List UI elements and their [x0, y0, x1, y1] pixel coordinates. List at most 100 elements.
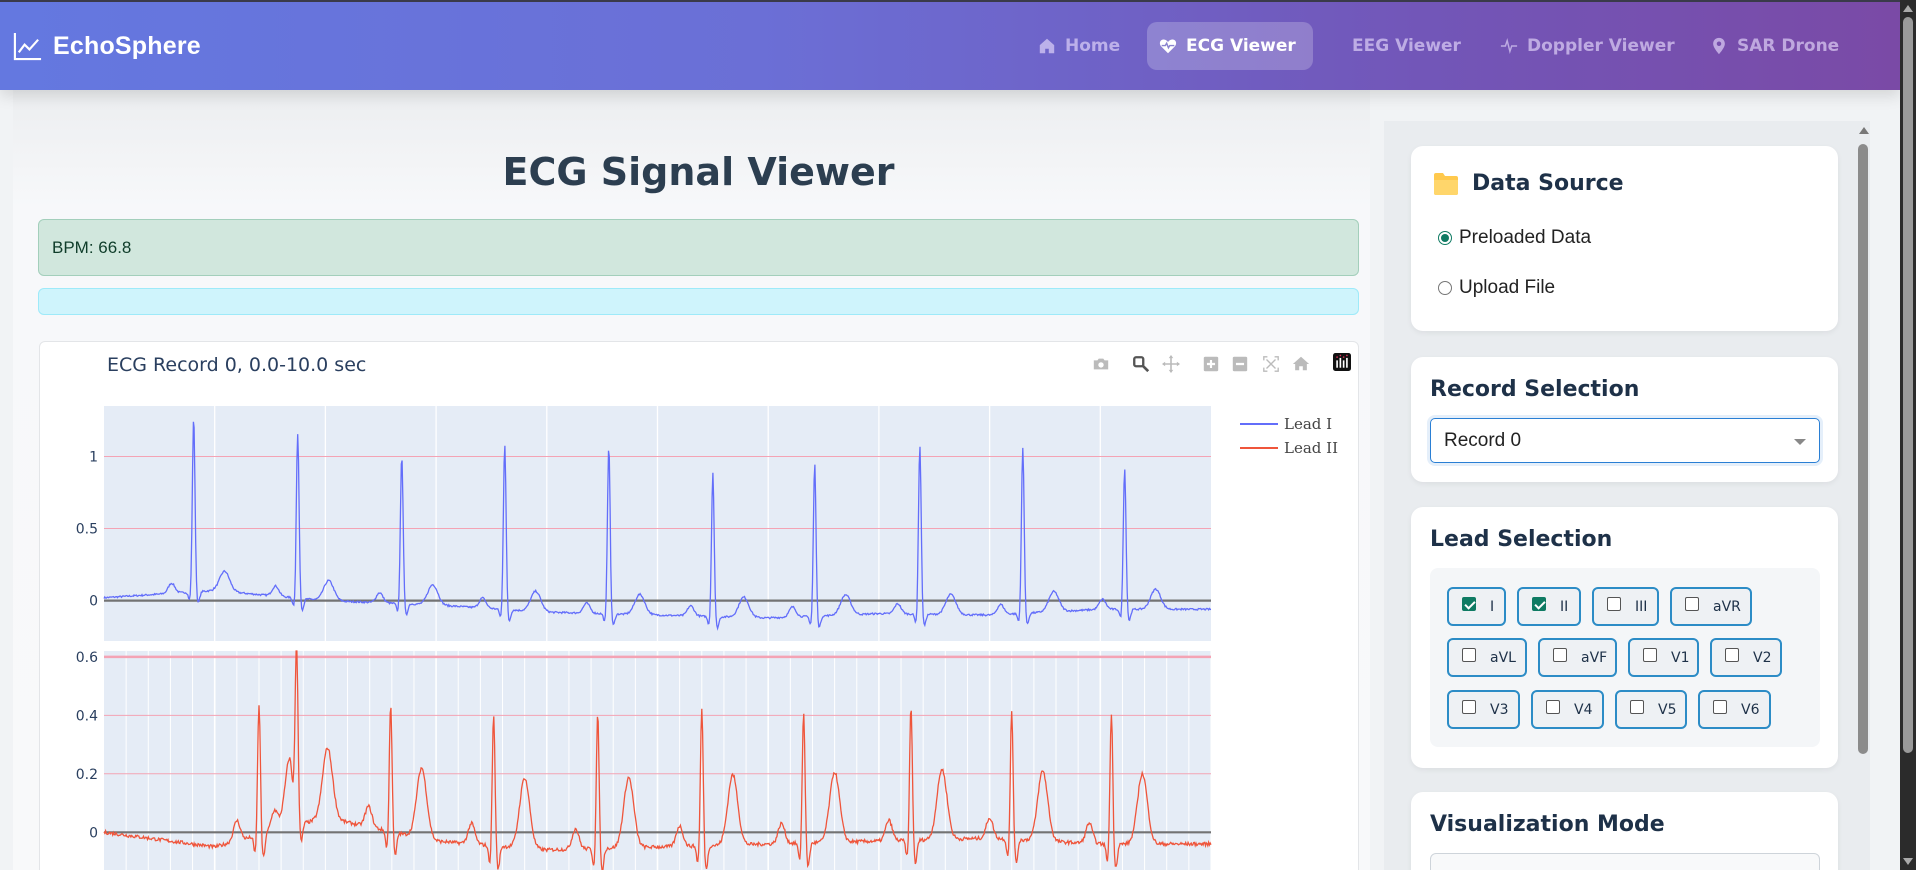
ecg-plot-area[interactable]: 0 0.5 1 0 0.2 0.4 0.6	[40, 342, 1359, 870]
lead-chip-avl[interactable]: aVL	[1447, 638, 1527, 677]
checkbox[interactable]	[1713, 699, 1727, 714]
lead-label: aVL	[1490, 649, 1516, 666]
lead-chip-iii[interactable]: III	[1592, 587, 1659, 626]
chart-title: ECG Record 0, 0.0-10.0 sec	[107, 354, 367, 376]
plotly-logo-icon[interactable]	[1331, 351, 1353, 373]
lead-chip-avr[interactable]: aVR	[1670, 587, 1752, 626]
y-tick-label: 0.2	[76, 767, 98, 783]
y-tick-label: 0.6	[76, 650, 98, 666]
checkbox-checked[interactable]	[1532, 596, 1546, 611]
pan-icon[interactable]	[1161, 354, 1181, 374]
data-source-card: Data Source Preloaded Data Upload File	[1411, 146, 1838, 331]
record-select[interactable]: Record 0	[1430, 418, 1820, 463]
nav-home[interactable]: Home	[1026, 22, 1132, 70]
radio-label: Upload File	[1459, 277, 1556, 298]
visualization-mode-options[interactable]	[1430, 853, 1820, 870]
lead-label: II	[1560, 598, 1569, 615]
bpm-alert: BPM: 66.8	[38, 219, 1359, 276]
lead-label: V2	[1753, 649, 1772, 666]
checkbox[interactable]	[1607, 596, 1621, 611]
brand-name: EchoSphere	[53, 31, 201, 60]
radio-upload-file[interactable]: Upload File	[1438, 277, 1555, 299]
checkbox[interactable]	[1462, 699, 1476, 714]
nav-sar-label: SAR Drone	[1737, 36, 1840, 56]
radio-button[interactable]	[1438, 281, 1452, 295]
lead-label: V4	[1574, 701, 1593, 718]
radio-label: Preloaded Data	[1459, 227, 1592, 248]
y-tick-label: 0	[89, 825, 98, 841]
lead-chip-i[interactable]: I	[1447, 587, 1506, 626]
ecg-trace-lead-i	[103, 421, 1212, 631]
legend-label: Lead I	[1284, 415, 1333, 433]
zoom-in-icon[interactable]	[1201, 354, 1221, 374]
reset-axes-icon[interactable]	[1291, 354, 1311, 374]
legend-swatch	[1240, 423, 1278, 425]
chart-legend: Lead I Lead II	[1240, 412, 1338, 460]
radio-preloaded-data[interactable]: Preloaded Data	[1438, 227, 1591, 249]
lead-chip-v3[interactable]: V3	[1447, 690, 1520, 729]
window-scroll-thumb[interactable]	[1903, 17, 1913, 753]
lead-chip-avf[interactable]: aVF	[1538, 638, 1617, 677]
lead-chip-v6[interactable]: V6	[1698, 690, 1771, 729]
zoom-icon[interactable]	[1131, 354, 1151, 374]
zoom-out-icon[interactable]	[1230, 354, 1250, 374]
y-tick-label: 1	[89, 449, 98, 465]
nav-ecg-viewer[interactable]: ECG Viewer	[1147, 22, 1313, 70]
checkbox[interactable]	[1462, 647, 1476, 662]
sidebar-scroll-up-icon[interactable]	[1859, 127, 1869, 134]
lead-chip-v4[interactable]: V4	[1531, 690, 1604, 729]
nav-sar-drone[interactable]: SAR Drone	[1698, 22, 1851, 70]
lead-label: I	[1490, 598, 1495, 615]
info-alert	[38, 288, 1359, 315]
brand[interactable]: EchoSphere	[12, 30, 201, 62]
lead-label: V6	[1741, 701, 1760, 718]
checkbox[interactable]	[1643, 647, 1657, 662]
checkbox[interactable]	[1553, 647, 1567, 662]
window-top-border	[0, 0, 1916, 2]
lead-chip-v1[interactable]: V1	[1628, 638, 1699, 677]
scroll-down-icon[interactable]	[1903, 858, 1913, 865]
camera-icon[interactable]	[1091, 354, 1111, 374]
checkbox[interactable]	[1630, 699, 1644, 714]
lead-chip-ii[interactable]: II	[1517, 587, 1581, 626]
legend-label: Lead II	[1284, 439, 1339, 457]
lead-selection-card: Lead Selection I II III aVR aVL aVF V1 V…	[1411, 507, 1838, 768]
nav-ecg-label: ECG Viewer	[1186, 36, 1296, 56]
nav-doppler-viewer[interactable]: Doppler Viewer	[1488, 22, 1687, 70]
nav-eeg-viewer[interactable]: EEG Viewer	[1340, 22, 1473, 70]
scroll-up-icon[interactable]	[1903, 5, 1913, 12]
lead-chip-v5[interactable]: V5	[1615, 690, 1687, 729]
record-select-value: Record 0	[1444, 429, 1522, 451]
home-icon	[1039, 38, 1055, 54]
lead-chip-v2[interactable]: V2	[1710, 638, 1782, 677]
ecg-chart[interactable]: 0 0.5 1 0 0.2 0.4 0.6 ECG Record 0, 0.0-10.0 s…	[39, 341, 1359, 870]
sidebar-scroll-thumb[interactable]	[1858, 144, 1868, 754]
checkbox[interactable]	[1685, 596, 1699, 611]
visualization-mode-card: Visualization Mode	[1411, 792, 1838, 870]
lead-label: V3	[1490, 701, 1509, 718]
autoscale-icon[interactable]	[1261, 354, 1281, 374]
legend-item-lead-i[interactable]: Lead I	[1240, 412, 1338, 436]
record-selection-title: Record Selection	[1430, 377, 1640, 402]
lead-label: III	[1635, 598, 1648, 615]
map-pin-icon	[1713, 37, 1725, 55]
heart-pulse-icon	[1159, 39, 1177, 54]
checkbox[interactable]	[1546, 699, 1560, 714]
nav-home-label: Home	[1065, 36, 1121, 56]
legend-item-lead-ii[interactable]: Lead II	[1240, 436, 1338, 460]
chart-line-icon	[13, 32, 42, 60]
nav-doppler-label: Doppler Viewer	[1527, 36, 1675, 56]
legend-swatch	[1240, 447, 1278, 449]
radio-button-checked[interactable]	[1438, 231, 1452, 245]
chevron-down-icon	[1794, 439, 1806, 445]
y-tick-label: 0	[89, 594, 98, 610]
checkbox-checked[interactable]	[1462, 596, 1476, 611]
ecg-trace-lead-ii	[103, 650, 1212, 870]
lead-label: aVR	[1713, 598, 1741, 615]
checkbox[interactable]	[1725, 647, 1739, 662]
y-tick-label: 0.4	[76, 708, 98, 724]
window-scrollbar[interactable]	[1900, 0, 1916, 870]
navbar: EchoSphere Home ECG Viewer EEG Viewer Do…	[0, 0, 1900, 90]
data-source-title: Data Source	[1472, 171, 1624, 196]
folder-icon	[1434, 172, 1458, 195]
